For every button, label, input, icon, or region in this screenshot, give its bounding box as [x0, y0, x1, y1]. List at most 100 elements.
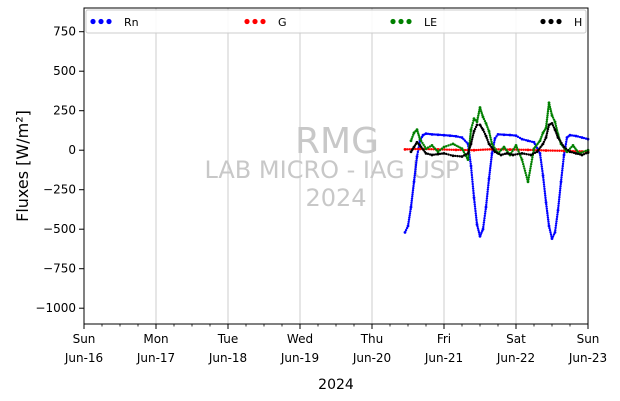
- data-point: [514, 144, 518, 147]
- watermark-line-1: RMG: [295, 121, 379, 162]
- data-point: [469, 142, 473, 146]
- x-tick-label: Tue: [217, 332, 239, 346]
- data-point: [578, 135, 582, 139]
- data-point: [463, 139, 467, 142]
- data-point: [555, 217, 558, 221]
- data-point: [454, 134, 458, 138]
- data-point: [481, 227, 485, 231]
- data-point: [482, 225, 485, 229]
- data-point: [528, 173, 531, 177]
- data-point: [474, 214, 478, 217]
- data-point: [543, 187, 546, 191]
- data-point: [570, 151, 574, 154]
- data-point: [448, 148, 451, 151]
- data-point: [566, 149, 570, 152]
- data-point: [424, 147, 428, 151]
- data-point: [488, 132, 491, 135]
- x-tick-label: Wed: [287, 332, 313, 346]
- data-point: [535, 146, 539, 150]
- data-point: [555, 215, 559, 219]
- data-point: [416, 150, 420, 154]
- data-point: [524, 148, 527, 152]
- data-point: [549, 231, 552, 234]
- data-point: [503, 152, 507, 156]
- data-point: [522, 165, 525, 168]
- data-point: [528, 140, 532, 143]
- data-point: [549, 110, 553, 113]
- data-point: [518, 152, 521, 155]
- data-point: [509, 153, 513, 156]
- data-point: [470, 167, 473, 170]
- data-point: [558, 189, 562, 192]
- x-tick-label: Sat: [506, 332, 526, 346]
- data-point: [554, 124, 558, 128]
- data-point: [475, 223, 479, 226]
- data-point: [565, 138, 568, 141]
- data-point: [564, 147, 568, 150]
- data-point: [471, 187, 475, 190]
- data-point: [417, 132, 420, 135]
- data-point: [501, 153, 505, 156]
- legend-label: G: [278, 16, 287, 29]
- data-point: [486, 190, 489, 193]
- data-point: [469, 128, 473, 132]
- y-tick-label: 500: [53, 64, 76, 78]
- data-point: [468, 158, 472, 161]
- data-point: [455, 144, 458, 147]
- data-point: [529, 165, 532, 168]
- data-point: [471, 185, 475, 188]
- data-point: [473, 200, 476, 204]
- data-point: [448, 134, 452, 138]
- data-point: [481, 115, 485, 119]
- data-point: [470, 140, 473, 143]
- data-point: [474, 212, 477, 215]
- data-point: [408, 216, 411, 219]
- data-point: [560, 173, 563, 177]
- data-point: [545, 134, 548, 137]
- data-point: [418, 147, 422, 151]
- legend-entry-h: H: [540, 16, 582, 29]
- data-point: [520, 148, 523, 151]
- data-point: [460, 155, 464, 158]
- data-point: [559, 184, 562, 188]
- data-point: [527, 176, 530, 179]
- data-point: [413, 178, 416, 181]
- data-point: [440, 147, 444, 150]
- data-point: [555, 132, 558, 135]
- data-point: [482, 223, 485, 226]
- data-point: [468, 137, 472, 140]
- data-point: [555, 220, 558, 223]
- data-point: [407, 218, 411, 221]
- data-point: [559, 182, 562, 186]
- data-point: [552, 233, 556, 236]
- data-point: [525, 173, 528, 177]
- data-point: [416, 147, 420, 151]
- data-point: [558, 195, 561, 199]
- data-point: [458, 135, 462, 139]
- data-point: [549, 233, 553, 236]
- data-point: [499, 149, 503, 152]
- data-point: [540, 161, 543, 164]
- data-point: [584, 137, 588, 140]
- data-point: [548, 226, 551, 230]
- data-point: [467, 154, 470, 157]
- data-point: [545, 205, 548, 208]
- data-point: [528, 171, 531, 175]
- legend-marker: [98, 18, 104, 25]
- data-point: [559, 140, 562, 143]
- data-point: [508, 148, 512, 151]
- data-point: [548, 105, 552, 109]
- data-point: [543, 138, 547, 141]
- data-point: [469, 130, 472, 134]
- data-point: [540, 149, 543, 152]
- data-point: [488, 148, 491, 151]
- data-point: [516, 135, 520, 139]
- data-point: [408, 212, 412, 215]
- data-point: [541, 172, 544, 175]
- data-point: [530, 160, 533, 164]
- data-point: [561, 164, 564, 168]
- data-point: [467, 150, 470, 153]
- data-point: [412, 182, 415, 186]
- data-point: [464, 153, 468, 156]
- data-point: [551, 116, 555, 119]
